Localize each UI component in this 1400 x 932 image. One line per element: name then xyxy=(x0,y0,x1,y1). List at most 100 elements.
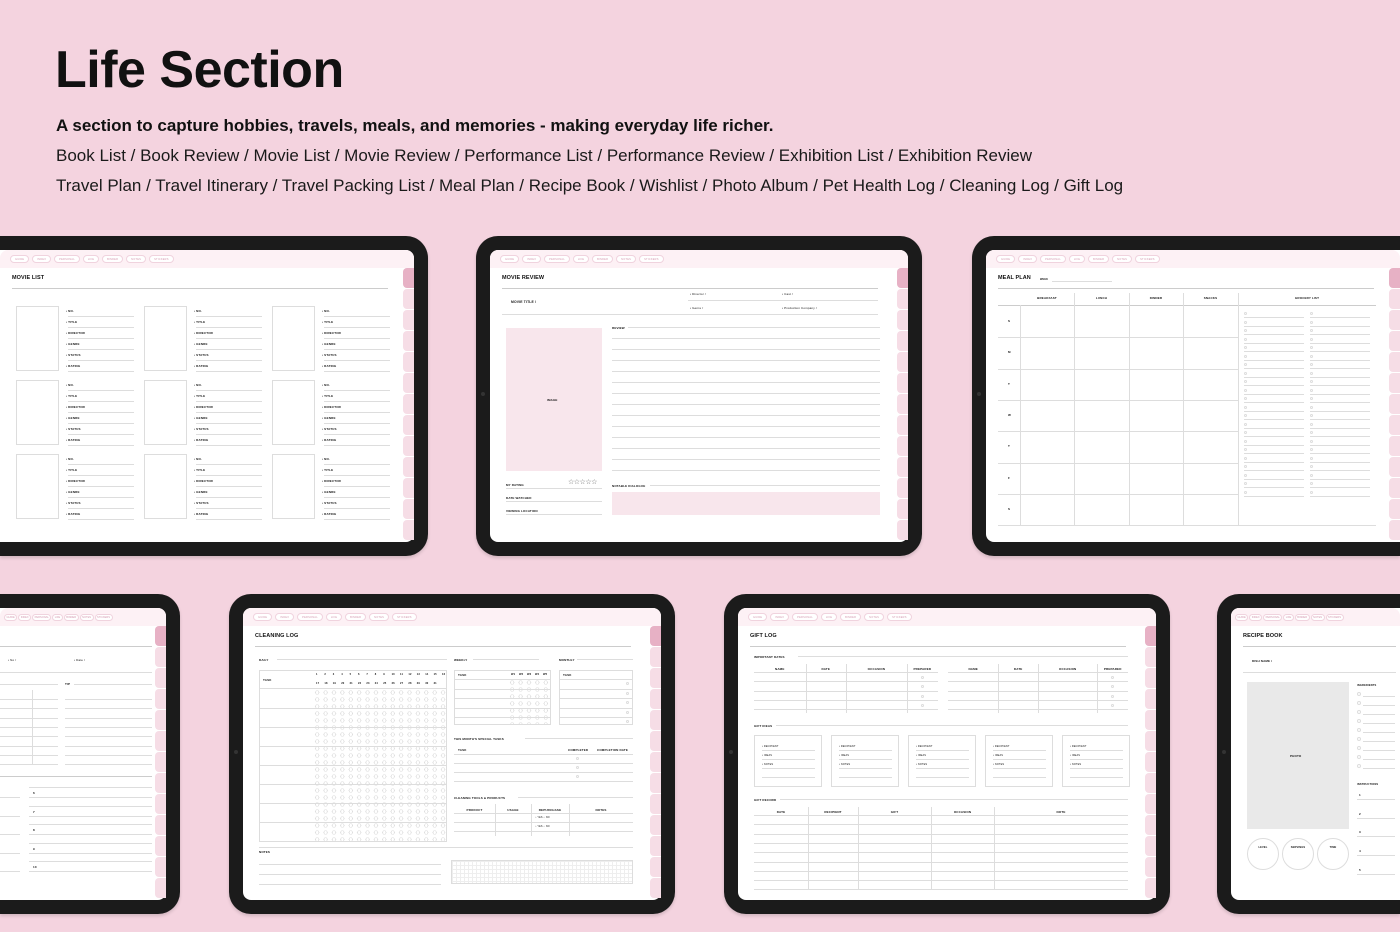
side-tab[interactable] xyxy=(403,310,414,330)
grocery-checkbox[interactable] xyxy=(1244,312,1247,315)
side-tab[interactable] xyxy=(650,836,661,856)
grocery-checkbox[interactable] xyxy=(1244,482,1247,485)
nav-tab-guide[interactable]: GUIDE xyxy=(500,255,520,263)
grocery-checkbox[interactable] xyxy=(1310,465,1313,468)
side-tab[interactable] xyxy=(897,373,908,393)
grocery-checkbox[interactable] xyxy=(1310,380,1313,383)
side-tab[interactable] xyxy=(403,499,414,519)
side-tab[interactable] xyxy=(897,457,908,477)
side-tab[interactable] xyxy=(897,331,908,351)
nav-tab-index[interactable]: INDEX xyxy=(32,255,52,263)
nav-tab-guide[interactable]: GUIDE xyxy=(748,613,768,621)
monthly-checkbox[interactable] xyxy=(626,682,629,685)
rating-stars[interactable]: ☆☆☆☆☆ xyxy=(568,479,597,486)
side-tab[interactable] xyxy=(403,352,414,372)
nav-tab-guide[interactable]: GUIDE xyxy=(1235,613,1249,621)
side-tab[interactable] xyxy=(1145,815,1156,835)
grocery-checkbox[interactable] xyxy=(1310,363,1313,366)
nav-tab-index[interactable]: INDEX xyxy=(770,613,790,621)
ingredient-checkbox[interactable] xyxy=(1357,746,1361,750)
nav-tab-stickers[interactable]: STICKERS xyxy=(94,613,113,621)
nav-tab-binder[interactable]: BINDER xyxy=(102,255,124,263)
grocery-checkbox[interactable] xyxy=(1310,354,1313,358)
nav-tab-binder[interactable]: BINDER xyxy=(1294,613,1310,621)
nav-tab-stickers[interactable]: STICKERS xyxy=(639,255,664,263)
nav-tab-stickers[interactable]: STICKERS xyxy=(149,255,174,263)
photo-box[interactable] xyxy=(1247,682,1349,829)
monthly-checkbox[interactable] xyxy=(626,701,629,704)
grocery-checkbox[interactable] xyxy=(1310,473,1313,477)
prepared-checkbox[interactable] xyxy=(1111,703,1115,707)
side-tab[interactable] xyxy=(1389,373,1400,393)
grocery-checkbox[interactable] xyxy=(1244,431,1247,434)
ingredient-checkbox[interactable] xyxy=(1357,692,1361,696)
side-tab[interactable] xyxy=(403,373,414,393)
nav-tab-personal[interactable]: PERSONAL xyxy=(297,613,323,621)
nav-tab-binder[interactable]: BINDER xyxy=(840,613,862,621)
nav-tab-index[interactable]: INDEX xyxy=(1249,613,1263,621)
prepared-checkbox[interactable] xyxy=(1111,694,1115,698)
completed-checkbox[interactable] xyxy=(576,775,579,778)
nav-tab-life[interactable]: LIFE xyxy=(1283,613,1294,621)
side-tab[interactable] xyxy=(650,710,661,730)
notable-dialogue-box[interactable] xyxy=(612,492,880,515)
movie-poster-box[interactable] xyxy=(144,454,187,519)
side-tab[interactable] xyxy=(403,415,414,435)
side-tab[interactable] xyxy=(650,752,661,772)
grocery-checkbox[interactable] xyxy=(1244,414,1247,417)
grocery-checkbox[interactable] xyxy=(1310,431,1313,434)
side-tab[interactable] xyxy=(1389,415,1400,435)
grocery-checkbox[interactable] xyxy=(1244,448,1247,451)
side-tab[interactable] xyxy=(897,289,908,309)
grocery-checkbox[interactable] xyxy=(1244,473,1247,477)
nav-tab-personal[interactable]: PERSONAL xyxy=(54,255,80,263)
side-tab[interactable] xyxy=(1389,478,1400,498)
side-tab[interactable] xyxy=(650,626,661,646)
monthly-checkbox[interactable] xyxy=(626,691,629,695)
grocery-checkbox[interactable] xyxy=(1310,490,1313,494)
side-tab[interactable] xyxy=(1389,520,1400,540)
prepared-checkbox[interactable] xyxy=(1111,676,1115,679)
side-tab[interactable] xyxy=(403,394,414,414)
side-tab[interactable] xyxy=(1145,857,1156,877)
side-tab[interactable] xyxy=(1145,836,1156,856)
side-tab[interactable] xyxy=(155,626,166,646)
side-tab[interactable] xyxy=(403,331,414,351)
grocery-checkbox[interactable] xyxy=(1244,422,1247,426)
side-tab[interactable] xyxy=(897,352,908,372)
grocery-checkbox[interactable] xyxy=(1310,388,1313,392)
nav-tab-notes[interactable]: NOTES xyxy=(616,255,637,263)
side-tab[interactable] xyxy=(1145,794,1156,814)
info-circle-servings[interactable] xyxy=(1282,838,1314,870)
side-tab[interactable] xyxy=(155,731,166,751)
nav-tab-life[interactable]: LIFE xyxy=(820,613,838,621)
side-tab[interactable] xyxy=(1389,394,1400,414)
side-tab[interactable] xyxy=(897,394,908,414)
ingredient-checkbox[interactable] xyxy=(1357,755,1361,759)
nav-tab-guide[interactable]: GUIDE xyxy=(4,613,18,621)
side-tab[interactable] xyxy=(403,457,414,477)
ingredient-checkbox[interactable] xyxy=(1357,737,1361,741)
info-circle-time[interactable] xyxy=(1317,838,1349,870)
prepared-checkbox[interactable] xyxy=(1111,685,1115,689)
grocery-checkbox[interactable] xyxy=(1310,320,1313,324)
side-tab[interactable] xyxy=(155,773,166,793)
movie-poster-box[interactable] xyxy=(144,380,187,445)
side-tab[interactable] xyxy=(1145,731,1156,751)
nav-tab-stickers[interactable]: STICKERS xyxy=(887,613,912,621)
grocery-checkbox[interactable] xyxy=(1244,329,1247,332)
side-tab[interactable] xyxy=(403,436,414,456)
nav-tab-personal[interactable]: PERSONAL xyxy=(32,613,52,621)
side-tab[interactable] xyxy=(1389,457,1400,477)
movie-poster-box[interactable] xyxy=(272,454,315,519)
grocery-checkbox[interactable] xyxy=(1310,422,1313,426)
nav-tab-notes[interactable]: NOTES xyxy=(79,613,94,621)
grocery-checkbox[interactable] xyxy=(1244,490,1247,494)
grocery-checkbox[interactable] xyxy=(1244,371,1247,375)
prepared-checkbox[interactable] xyxy=(920,676,924,679)
side-tab[interactable] xyxy=(650,857,661,877)
side-tab[interactable] xyxy=(650,668,661,688)
monthly-checkbox[interactable] xyxy=(626,710,629,714)
movie-poster-box[interactable] xyxy=(272,380,315,445)
movie-poster-box[interactable] xyxy=(16,380,59,445)
